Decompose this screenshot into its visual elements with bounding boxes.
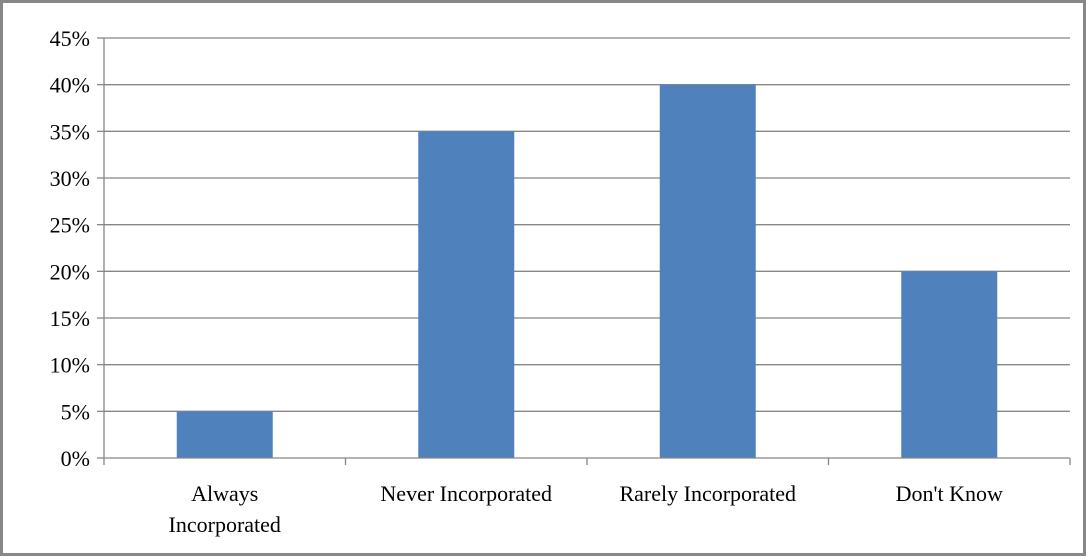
y-tick-label: 30% [50,166,90,191]
x-tick-label: Always Incorporated [169,481,281,537]
bar-chart: 0% 5% 10% 15% 20% 25% 30% 35% 40% 45% Always Incor… [3,3,1083,553]
bar [660,85,756,458]
x-tick-labels: Always Incorporated Never Incorporated Rare… [169,481,1003,537]
x-tick-label-line: Incorporated [169,512,281,537]
x-tick-label-line: Don't Know [896,481,1003,506]
bar [177,411,273,458]
y-tick-label: 5% [61,399,90,424]
x-tick-label: Rarely Incorporated [619,481,796,506]
bar [418,131,514,458]
y-tick-label: 35% [50,119,90,144]
y-tick-label: 10% [50,353,90,378]
bar [901,271,997,458]
x-tick-label-line: Always [191,481,258,506]
x-tick-label: Never Incorporated [380,481,552,506]
x-tick-label: Don't Know [896,481,1003,506]
y-tick-label: 45% [50,26,90,51]
y-tick-label: 25% [50,213,90,238]
x-tick-label-line: Never Incorporated [380,481,552,506]
y-tick-label: 20% [50,259,90,284]
x-tick-label-line: Rarely Incorporated [619,481,796,506]
y-tick-label: 40% [50,73,90,98]
y-tick-label: 15% [50,306,90,331]
y-tick-labels: 0% 5% 10% 15% 20% 25% 30% 35% 40% 45% [50,26,90,471]
y-tick-label: 0% [61,446,90,471]
